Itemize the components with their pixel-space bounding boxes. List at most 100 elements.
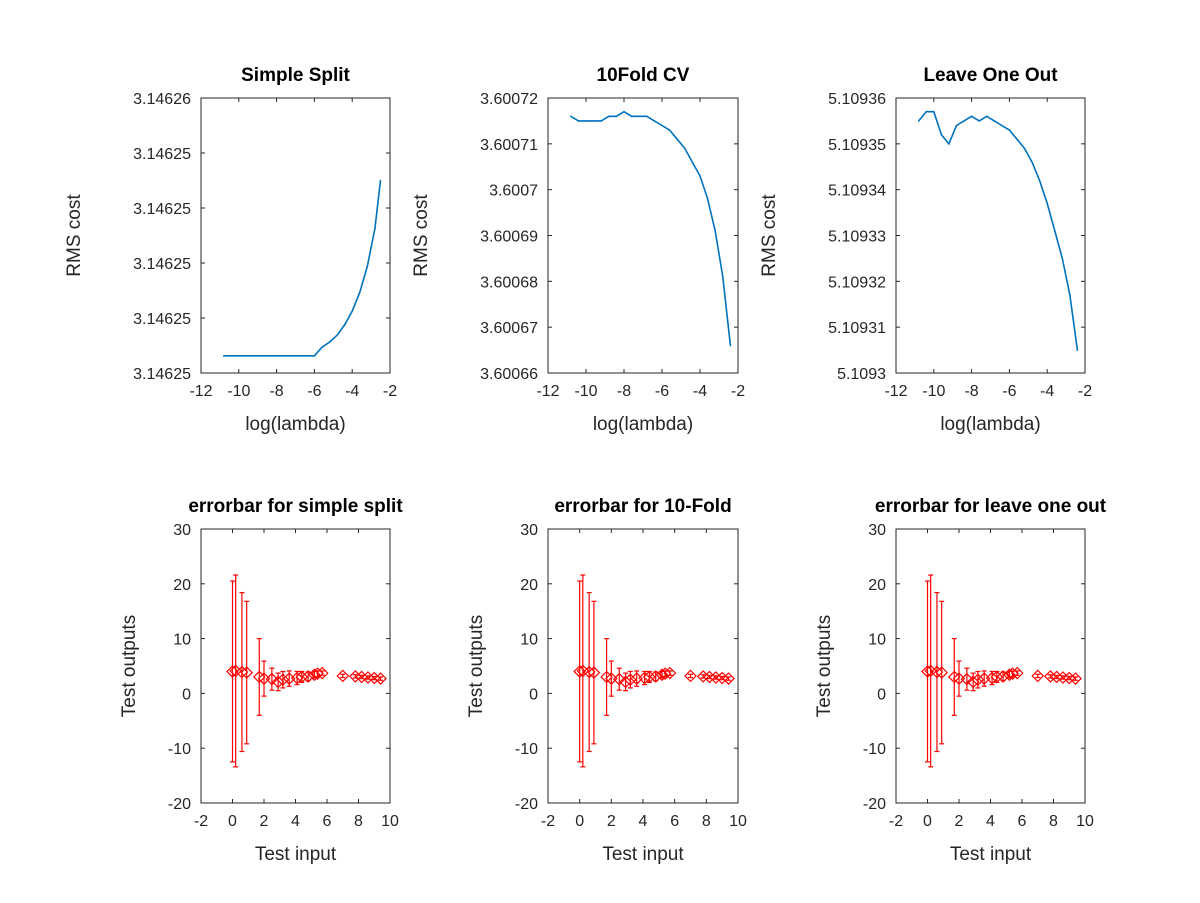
x-tick-label: -2 bbox=[1078, 383, 1092, 400]
data-point bbox=[1031, 161, 1033, 163]
x-tick-label: 8 bbox=[1049, 813, 1058, 830]
data-point bbox=[253, 355, 255, 357]
y-tick-label: 0 bbox=[182, 686, 191, 703]
data-point bbox=[336, 334, 338, 336]
data-point bbox=[570, 115, 572, 118]
y-tick-label: 10 bbox=[868, 632, 886, 649]
x-tick-label: 6 bbox=[670, 813, 679, 830]
data-point bbox=[366, 265, 369, 268]
y-tick-label: -20 bbox=[168, 796, 191, 813]
y-tick-label: -20 bbox=[515, 796, 538, 813]
x-tick-label: 6 bbox=[323, 813, 332, 830]
data-point bbox=[963, 120, 965, 122]
x-tick-label: 0 bbox=[575, 813, 584, 830]
x-tick-label: 0 bbox=[228, 813, 237, 830]
data-point bbox=[925, 110, 928, 113]
y-tick-label: 3.60066 bbox=[480, 366, 538, 383]
data-point bbox=[260, 355, 263, 357]
y-tick-label: 3.60068 bbox=[480, 274, 538, 291]
y-tick-label: 3.60072 bbox=[480, 91, 538, 108]
x-axis-label: Test input bbox=[950, 844, 1032, 865]
diamond-marker bbox=[658, 667, 672, 681]
diamond-marker bbox=[966, 675, 980, 689]
data-point bbox=[638, 115, 640, 118]
diamond-marker bbox=[1006, 667, 1019, 681]
data-point bbox=[577, 120, 580, 122]
diamond-marker bbox=[663, 666, 677, 680]
diamond-marker bbox=[252, 670, 266, 684]
data-point bbox=[1038, 179, 1041, 182]
chart-title: errorbar for 10-Fold bbox=[554, 496, 731, 517]
diamond-marker bbox=[587, 666, 601, 679]
data-point bbox=[1046, 202, 1048, 205]
data-point bbox=[222, 355, 225, 357]
data-point bbox=[245, 355, 248, 357]
diamond-marker bbox=[311, 667, 324, 681]
data-point bbox=[630, 115, 633, 118]
y-tick-label: 20 bbox=[520, 577, 538, 594]
data-point bbox=[955, 124, 958, 127]
x-axis-label: Test input bbox=[602, 844, 684, 865]
diamond-marker bbox=[315, 666, 329, 680]
x-tick-label: -6 bbox=[655, 383, 669, 400]
y-tick-label: -10 bbox=[515, 741, 538, 758]
y-tick-label: 3.14625 bbox=[133, 201, 191, 218]
data-point bbox=[615, 115, 618, 118]
x-tick-label: -4 bbox=[345, 383, 359, 400]
x-tick-label: -10 bbox=[227, 383, 250, 400]
x-tick-label: 10 bbox=[729, 813, 747, 830]
data-point bbox=[313, 355, 316, 357]
x-tick-label: 4 bbox=[291, 813, 300, 830]
data-point bbox=[585, 120, 587, 122]
x-tick-label: -2 bbox=[731, 383, 745, 400]
y-tick-label: 3.60071 bbox=[480, 137, 538, 154]
x-tick-label: 8 bbox=[702, 813, 711, 830]
diamond-marker bbox=[649, 670, 663, 683]
x-tick-label: -12 bbox=[536, 383, 559, 400]
y-tick-label: 3.14625 bbox=[133, 311, 191, 328]
data-point bbox=[1023, 147, 1026, 150]
y-tick-label: 0 bbox=[529, 686, 538, 703]
data-point bbox=[608, 115, 610, 118]
diamond-marker bbox=[990, 670, 1004, 684]
x-tick-label: -12 bbox=[189, 383, 212, 400]
data-point bbox=[238, 355, 240, 357]
x-tick-label: 10 bbox=[381, 813, 399, 830]
x-tick-label: -4 bbox=[693, 383, 707, 400]
diamond-marker bbox=[290, 671, 304, 685]
x-tick-label: 8 bbox=[354, 813, 363, 830]
x-tick-label: -10 bbox=[574, 383, 597, 400]
x-tick-label: 0 bbox=[923, 813, 932, 830]
diamond-marker bbox=[930, 665, 944, 679]
data-point bbox=[351, 310, 354, 312]
x-tick-label: -6 bbox=[1002, 383, 1016, 400]
x-tick-label: 2 bbox=[607, 813, 616, 830]
diamond-marker bbox=[960, 672, 974, 686]
data-point bbox=[917, 120, 920, 122]
x-tick-label: -2 bbox=[889, 813, 903, 830]
data-point bbox=[283, 355, 285, 357]
data-point bbox=[623, 110, 625, 113]
data-point bbox=[714, 230, 716, 232]
diamond-marker bbox=[952, 672, 966, 685]
diamond-marker bbox=[582, 665, 596, 679]
x-tick-label: -8 bbox=[269, 383, 283, 400]
y-tick-label: -10 bbox=[168, 741, 191, 758]
diamond-marker bbox=[1010, 666, 1024, 680]
diamond-marker bbox=[684, 669, 697, 683]
data-point bbox=[646, 115, 648, 118]
y-tick-label: -10 bbox=[863, 741, 886, 758]
diamond-marker bbox=[295, 670, 309, 684]
diamond-marker bbox=[276, 673, 290, 687]
y-tick-label: 3.60069 bbox=[480, 229, 538, 246]
y-tick-label: 5.10932 bbox=[828, 274, 886, 291]
axes-box bbox=[200, 97, 391, 374]
data-point bbox=[1076, 349, 1079, 351]
y-tick-label: 5.10936 bbox=[828, 91, 886, 108]
y-axis-label: RMS cost bbox=[64, 194, 85, 277]
data-point bbox=[1069, 294, 1071, 296]
